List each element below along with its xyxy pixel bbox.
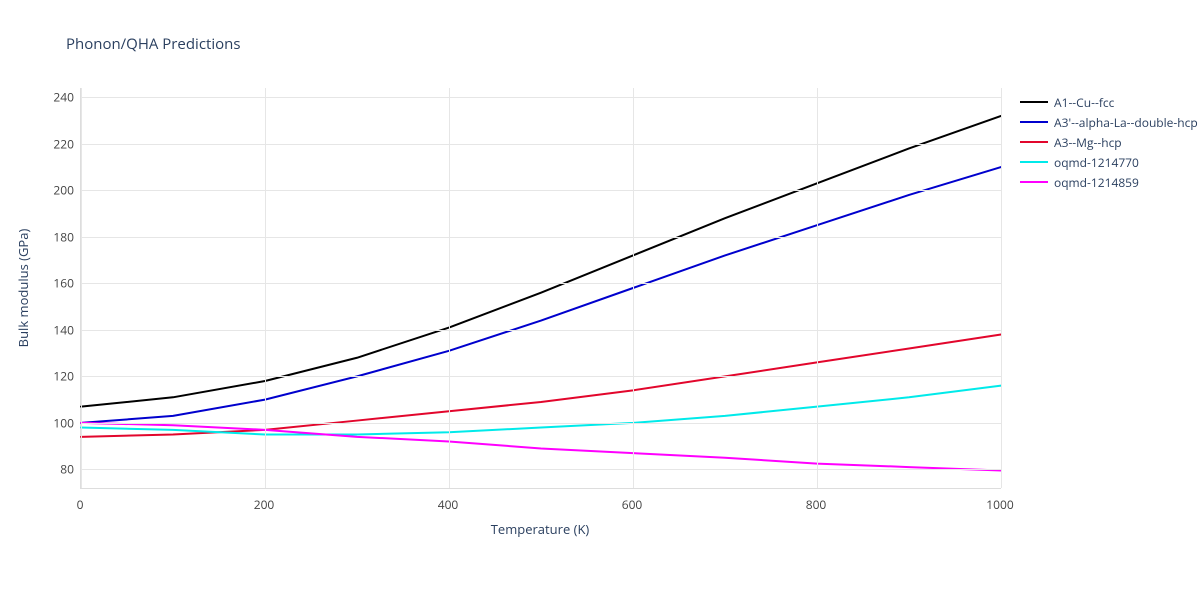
y-tick-label: 100 <box>46 414 74 431</box>
legend-swatch <box>1020 161 1048 163</box>
series-line[interactable] <box>81 116 1001 407</box>
y-tick-label: 180 <box>46 228 74 245</box>
y-tick-label: 160 <box>46 275 74 292</box>
x-tick-label: 400 <box>438 496 459 513</box>
y-tick-label: 200 <box>46 182 74 199</box>
x-tick-label: 1000 <box>986 496 1013 513</box>
y-axis-label: Bulk modulus (GPa) <box>14 229 32 348</box>
y-tick-label: 80 <box>46 461 74 478</box>
x-tick-label: 800 <box>806 496 827 513</box>
line-layer <box>81 88 1001 488</box>
gridline-vertical <box>81 88 82 488</box>
x-tick-label: 0 <box>77 496 84 513</box>
y-tick-label: 120 <box>46 368 74 385</box>
gridline-horizontal <box>81 376 1001 377</box>
x-tick-label: 600 <box>622 496 643 513</box>
legend-label: A3--Mg--hcp <box>1054 134 1122 151</box>
legend-item[interactable]: A3'--alpha-La--double-hcp <box>1020 112 1198 132</box>
gridline-horizontal <box>81 144 1001 145</box>
legend-swatch <box>1020 101 1048 103</box>
gridline-horizontal <box>81 237 1001 238</box>
gridline-vertical <box>449 88 450 488</box>
legend-label: oqmd-1214859 <box>1054 174 1139 191</box>
legend-item[interactable]: oqmd-1214859 <box>1020 172 1198 192</box>
gridline-vertical <box>817 88 818 488</box>
gridline-horizontal <box>81 190 1001 191</box>
gridline-horizontal <box>81 97 1001 98</box>
gridline-horizontal <box>81 283 1001 284</box>
y-tick-label: 140 <box>46 321 74 338</box>
legend: A1--Cu--fcc A3'--alpha-La--double-hcp A3--… <box>1020 92 1198 192</box>
legend-label: oqmd-1214770 <box>1054 154 1139 171</box>
series-line[interactable] <box>81 423 1001 471</box>
chart-title: Phonon/QHA Predictions <box>66 34 241 54</box>
gridline-vertical <box>633 88 634 488</box>
legend-swatch <box>1020 181 1048 183</box>
legend-item[interactable]: A3--Mg--hcp <box>1020 132 1198 152</box>
gridline-horizontal <box>81 423 1001 424</box>
x-axis-label: Temperature (K) <box>491 520 590 538</box>
gridline-vertical <box>265 88 266 488</box>
y-tick-label: 220 <box>46 135 74 152</box>
legend-label: A1--Cu--fcc <box>1054 94 1114 111</box>
series-line[interactable] <box>81 167 1001 423</box>
y-tick-label: 240 <box>46 89 74 106</box>
legend-item[interactable]: oqmd-1214770 <box>1020 152 1198 172</box>
gridline-horizontal <box>81 330 1001 331</box>
legend-swatch <box>1020 141 1048 143</box>
legend-swatch <box>1020 121 1048 123</box>
x-tick-label: 200 <box>254 496 275 513</box>
legend-item[interactable]: A1--Cu--fcc <box>1020 92 1198 112</box>
gridline-vertical <box>1001 88 1002 488</box>
plot-area <box>80 88 1001 489</box>
series-line[interactable] <box>81 335 1001 437</box>
chart-container: Phonon/QHA Predictions Temperature (K) B… <box>0 0 1200 600</box>
legend-label: A3'--alpha-La--double-hcp <box>1054 114 1198 131</box>
gridline-horizontal <box>81 469 1001 470</box>
